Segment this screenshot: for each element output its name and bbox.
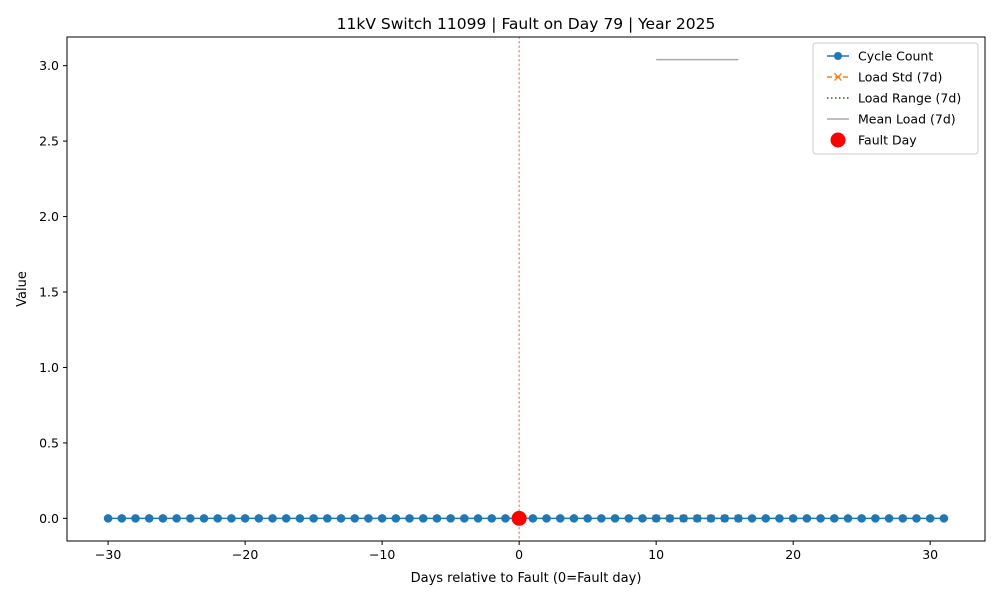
legend-marker-load-std (834, 73, 842, 81)
cycle-count-point (227, 514, 236, 523)
cycle-count-point (898, 514, 908, 523)
x-tick-label: −20 (232, 547, 258, 562)
cycle-count-point (884, 514, 894, 523)
cycle-count-point (816, 514, 825, 523)
legend: Cycle Count Load Std (7d) Load Range (7d) M… (812, 42, 979, 155)
cycle-count-point (446, 514, 455, 523)
cycle-count-point (871, 514, 880, 523)
y-tick-label: 1.5 (39, 285, 59, 300)
cycle-count-point (131, 514, 140, 523)
x-axis: −30 −20 −10 0 10 20 30 (95, 541, 938, 562)
y-tick-label: 2.5 (39, 134, 59, 149)
cycle-count-point (829, 514, 839, 523)
cycle-count-point (103, 514, 113, 523)
y-tick-label: 2.0 (39, 209, 59, 224)
cycle-count-point (610, 514, 620, 523)
plot-area (103, 36, 949, 542)
x-tick-label: 0 (515, 547, 523, 562)
y-axis: 0.0 0.5 1.0 1.5 2.0 2.5 3.0 (39, 58, 67, 526)
cycle-count-point (391, 514, 401, 523)
axes-frame (66, 36, 986, 542)
cycle-count-point (281, 514, 291, 523)
cycle-count-point (240, 514, 250, 523)
x-tick-label: 30 (922, 547, 938, 562)
y-tick-label: 0.5 (39, 435, 59, 450)
legend-marker-cycle-count (834, 52, 842, 60)
cycle-count-point (597, 514, 606, 523)
cycle-count-point (405, 514, 414, 523)
cycle-count-point (555, 514, 565, 523)
legend-marker-fault-day (830, 132, 846, 148)
cycle-count-point (583, 514, 592, 523)
cycle-count-point (295, 514, 305, 523)
cycle-count-point (747, 514, 757, 523)
y-tick-label: 1.0 (39, 360, 59, 375)
cycle-count-point (350, 514, 360, 523)
legend-label: Mean Load (7d) (858, 112, 956, 127)
cycle-count-point (925, 514, 935, 523)
cycle-count-point (775, 514, 784, 523)
legend-label: Cycle Count (858, 49, 933, 64)
cycle-count-point (473, 514, 483, 523)
cycle-count-point (569, 514, 579, 523)
cycle-count-point (268, 514, 277, 523)
cycle-count-point (117, 514, 127, 523)
cycle-count-point (186, 514, 195, 523)
cycle-count-point (542, 514, 551, 523)
cycle-count-point (679, 514, 688, 523)
cycle-count-point (665, 514, 675, 523)
cycle-count-point (158, 514, 168, 523)
cycle-count-point (706, 514, 716, 523)
legend-box (812, 42, 979, 155)
cycle-count-point (418, 514, 428, 523)
cycle-count-point (692, 514, 702, 523)
cycle-count-point (309, 514, 318, 523)
cycle-count-point (651, 514, 661, 523)
cycle-count-point (213, 514, 223, 523)
y-tick-label: 3.0 (39, 58, 59, 73)
cycle-count-point (912, 514, 921, 523)
cycle-count-point (624, 514, 634, 523)
cycle-count-point (843, 514, 853, 523)
cycle-count-point (487, 514, 497, 523)
x-tick-label: 20 (785, 547, 801, 562)
cycle-count-point (638, 514, 647, 523)
x-tick-label: −30 (95, 547, 121, 562)
cycle-count-point (939, 514, 949, 523)
fault-day-marker (511, 510, 527, 526)
cycle-count-point (377, 514, 387, 523)
cycle-count-point (432, 514, 442, 523)
legend-label: Fault Day (858, 133, 917, 148)
cycle-count-point (172, 514, 181, 523)
cycle-count-point (460, 514, 469, 523)
legend-label: Load Range (7d) (858, 91, 961, 106)
cycle-count-point (199, 514, 209, 523)
cycle-count-point (144, 514, 154, 523)
cycle-count-point (788, 514, 798, 523)
chart-title: 11kV Switch 11099 | Fault on Day 79 | Ye… (337, 15, 716, 33)
cycle-count-point (734, 514, 743, 523)
cycle-count-point (323, 514, 332, 523)
cycle-count-point (528, 514, 538, 523)
cycle-count-point (802, 514, 812, 523)
cycle-count-point (720, 514, 729, 523)
cycle-count-point (857, 514, 866, 523)
cycle-count-point (364, 514, 373, 523)
cycle-count-point (761, 514, 771, 523)
y-tick-label: 0.0 (39, 511, 59, 526)
x-tick-label: −10 (369, 547, 395, 562)
cycle-count-point (336, 514, 346, 523)
cycle-count-point (254, 514, 264, 523)
x-axis-label: Days relative to Fault (0=Fault day) (411, 571, 642, 586)
x-tick-label: 10 (648, 547, 664, 562)
legend-label: Load Std (7d) (858, 70, 942, 85)
cycle-count-point (501, 514, 510, 523)
y-axis-label: Value (15, 271, 30, 307)
